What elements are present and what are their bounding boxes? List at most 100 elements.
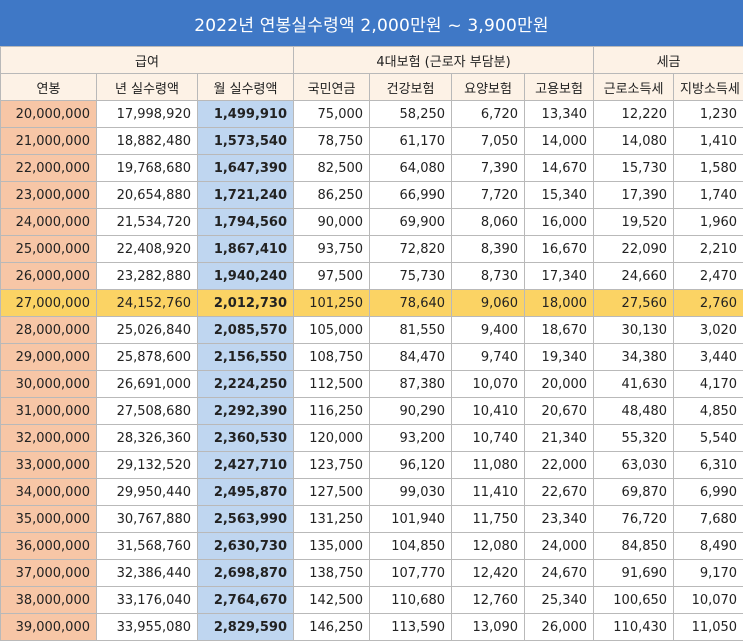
employment-insurance-cell: 18,000 bbox=[525, 290, 594, 317]
employment-insurance-cell: 21,340 bbox=[525, 425, 594, 452]
annual-net-cell: 31,568,760 bbox=[97, 533, 198, 560]
pension-cell: 131,250 bbox=[294, 506, 370, 533]
group-header-salary: 급여 bbox=[1, 47, 294, 74]
annual-salary-cell: 27,000,000 bbox=[1, 290, 97, 317]
column-header: 지방소득세 bbox=[674, 74, 743, 101]
pension-cell: 120,000 bbox=[294, 425, 370, 452]
care-insurance-cell: 9,740 bbox=[452, 344, 525, 371]
annual-salary-cell: 22,000,000 bbox=[1, 155, 97, 182]
income-tax-cell: 14,080 bbox=[594, 128, 674, 155]
pension-cell: 138,750 bbox=[294, 560, 370, 587]
annual-net-cell: 23,282,880 bbox=[97, 263, 198, 290]
employment-insurance-cell: 22,000 bbox=[525, 452, 594, 479]
annual-salary-cell: 35,000,000 bbox=[1, 506, 97, 533]
monthly-net-cell: 2,012,730 bbox=[198, 290, 294, 317]
employment-insurance-cell: 23,340 bbox=[525, 506, 594, 533]
monthly-net-cell: 1,499,910 bbox=[198, 101, 294, 128]
monthly-net-cell: 2,764,670 bbox=[198, 587, 294, 614]
care-insurance-cell: 11,080 bbox=[452, 452, 525, 479]
pension-cell: 105,000 bbox=[294, 317, 370, 344]
health-insurance-cell: 61,170 bbox=[370, 128, 452, 155]
health-insurance-cell: 72,820 bbox=[370, 236, 452, 263]
column-header: 건강보험 bbox=[370, 74, 452, 101]
annual-net-cell: 28,326,360 bbox=[97, 425, 198, 452]
column-header: 근로소득세 bbox=[594, 74, 674, 101]
local-tax-cell: 10,070 bbox=[674, 587, 743, 614]
monthly-net-cell: 2,563,990 bbox=[198, 506, 294, 533]
annual-salary-cell: 29,000,000 bbox=[1, 344, 97, 371]
income-tax-cell: 41,630 bbox=[594, 371, 674, 398]
monthly-net-cell: 2,829,590 bbox=[198, 614, 294, 641]
local-tax-cell: 1,230 bbox=[674, 101, 743, 128]
income-tax-cell: 63,030 bbox=[594, 452, 674, 479]
care-insurance-cell: 12,080 bbox=[452, 533, 525, 560]
annual-salary-cell: 20,000,000 bbox=[1, 101, 97, 128]
local-tax-cell: 5,540 bbox=[674, 425, 743, 452]
annual-salary-cell: 38,000,000 bbox=[1, 587, 97, 614]
salary-table: 급여 4대보험 (근로자 부담분) 세금 연봉 년 실수령액 월 실수령액 국민… bbox=[0, 46, 743, 641]
employment-insurance-cell: 17,340 bbox=[525, 263, 594, 290]
monthly-net-cell: 2,427,710 bbox=[198, 452, 294, 479]
local-tax-cell: 11,050 bbox=[674, 614, 743, 641]
income-tax-cell: 48,480 bbox=[594, 398, 674, 425]
care-insurance-cell: 12,420 bbox=[452, 560, 525, 587]
local-tax-cell: 1,960 bbox=[674, 209, 743, 236]
local-tax-cell: 4,850 bbox=[674, 398, 743, 425]
local-tax-cell: 6,990 bbox=[674, 479, 743, 506]
annual-net-cell: 33,955,080 bbox=[97, 614, 198, 641]
care-insurance-cell: 8,390 bbox=[452, 236, 525, 263]
health-insurance-cell: 104,850 bbox=[370, 533, 452, 560]
annual-salary-cell: 39,000,000 bbox=[1, 614, 97, 641]
page-title: 2022년 연봉실수령액 2,000만원 ~ 3,900만원 bbox=[0, 0, 743, 46]
monthly-net-cell: 1,573,540 bbox=[198, 128, 294, 155]
employment-insurance-cell: 14,000 bbox=[525, 128, 594, 155]
monthly-net-cell: 2,292,390 bbox=[198, 398, 294, 425]
income-tax-cell: 110,430 bbox=[594, 614, 674, 641]
care-insurance-cell: 7,720 bbox=[452, 182, 525, 209]
annual-net-cell: 18,882,480 bbox=[97, 128, 198, 155]
care-insurance-cell: 6,720 bbox=[452, 101, 525, 128]
employment-insurance-cell: 15,340 bbox=[525, 182, 594, 209]
income-tax-cell: 27,560 bbox=[594, 290, 674, 317]
care-insurance-cell: 8,730 bbox=[452, 263, 525, 290]
pension-cell: 112,500 bbox=[294, 371, 370, 398]
health-insurance-cell: 75,730 bbox=[370, 263, 452, 290]
group-header-insurance: 4대보험 (근로자 부담분) bbox=[294, 47, 594, 74]
monthly-net-cell: 2,224,250 bbox=[198, 371, 294, 398]
local-tax-cell: 1,740 bbox=[674, 182, 743, 209]
annual-net-cell: 26,691,000 bbox=[97, 371, 198, 398]
annual-salary-cell: 32,000,000 bbox=[1, 425, 97, 452]
local-tax-cell: 3,020 bbox=[674, 317, 743, 344]
pension-cell: 135,000 bbox=[294, 533, 370, 560]
pension-cell: 97,500 bbox=[294, 263, 370, 290]
annual-net-cell: 25,026,840 bbox=[97, 317, 198, 344]
column-header: 요양보험 bbox=[452, 74, 525, 101]
pension-cell: 146,250 bbox=[294, 614, 370, 641]
annual-net-cell: 27,508,680 bbox=[97, 398, 198, 425]
care-insurance-cell: 9,060 bbox=[452, 290, 525, 317]
care-insurance-cell: 10,410 bbox=[452, 398, 525, 425]
health-insurance-cell: 64,080 bbox=[370, 155, 452, 182]
care-insurance-cell: 7,050 bbox=[452, 128, 525, 155]
employment-insurance-cell: 22,670 bbox=[525, 479, 594, 506]
monthly-net-cell: 2,495,870 bbox=[198, 479, 294, 506]
local-tax-cell: 7,680 bbox=[674, 506, 743, 533]
income-tax-cell: 91,690 bbox=[594, 560, 674, 587]
income-tax-cell: 19,520 bbox=[594, 209, 674, 236]
monthly-net-cell: 2,085,570 bbox=[198, 317, 294, 344]
column-header: 국민연금 bbox=[294, 74, 370, 101]
income-tax-cell: 34,380 bbox=[594, 344, 674, 371]
annual-salary-cell: 21,000,000 bbox=[1, 128, 97, 155]
monthly-net-cell: 2,698,870 bbox=[198, 560, 294, 587]
